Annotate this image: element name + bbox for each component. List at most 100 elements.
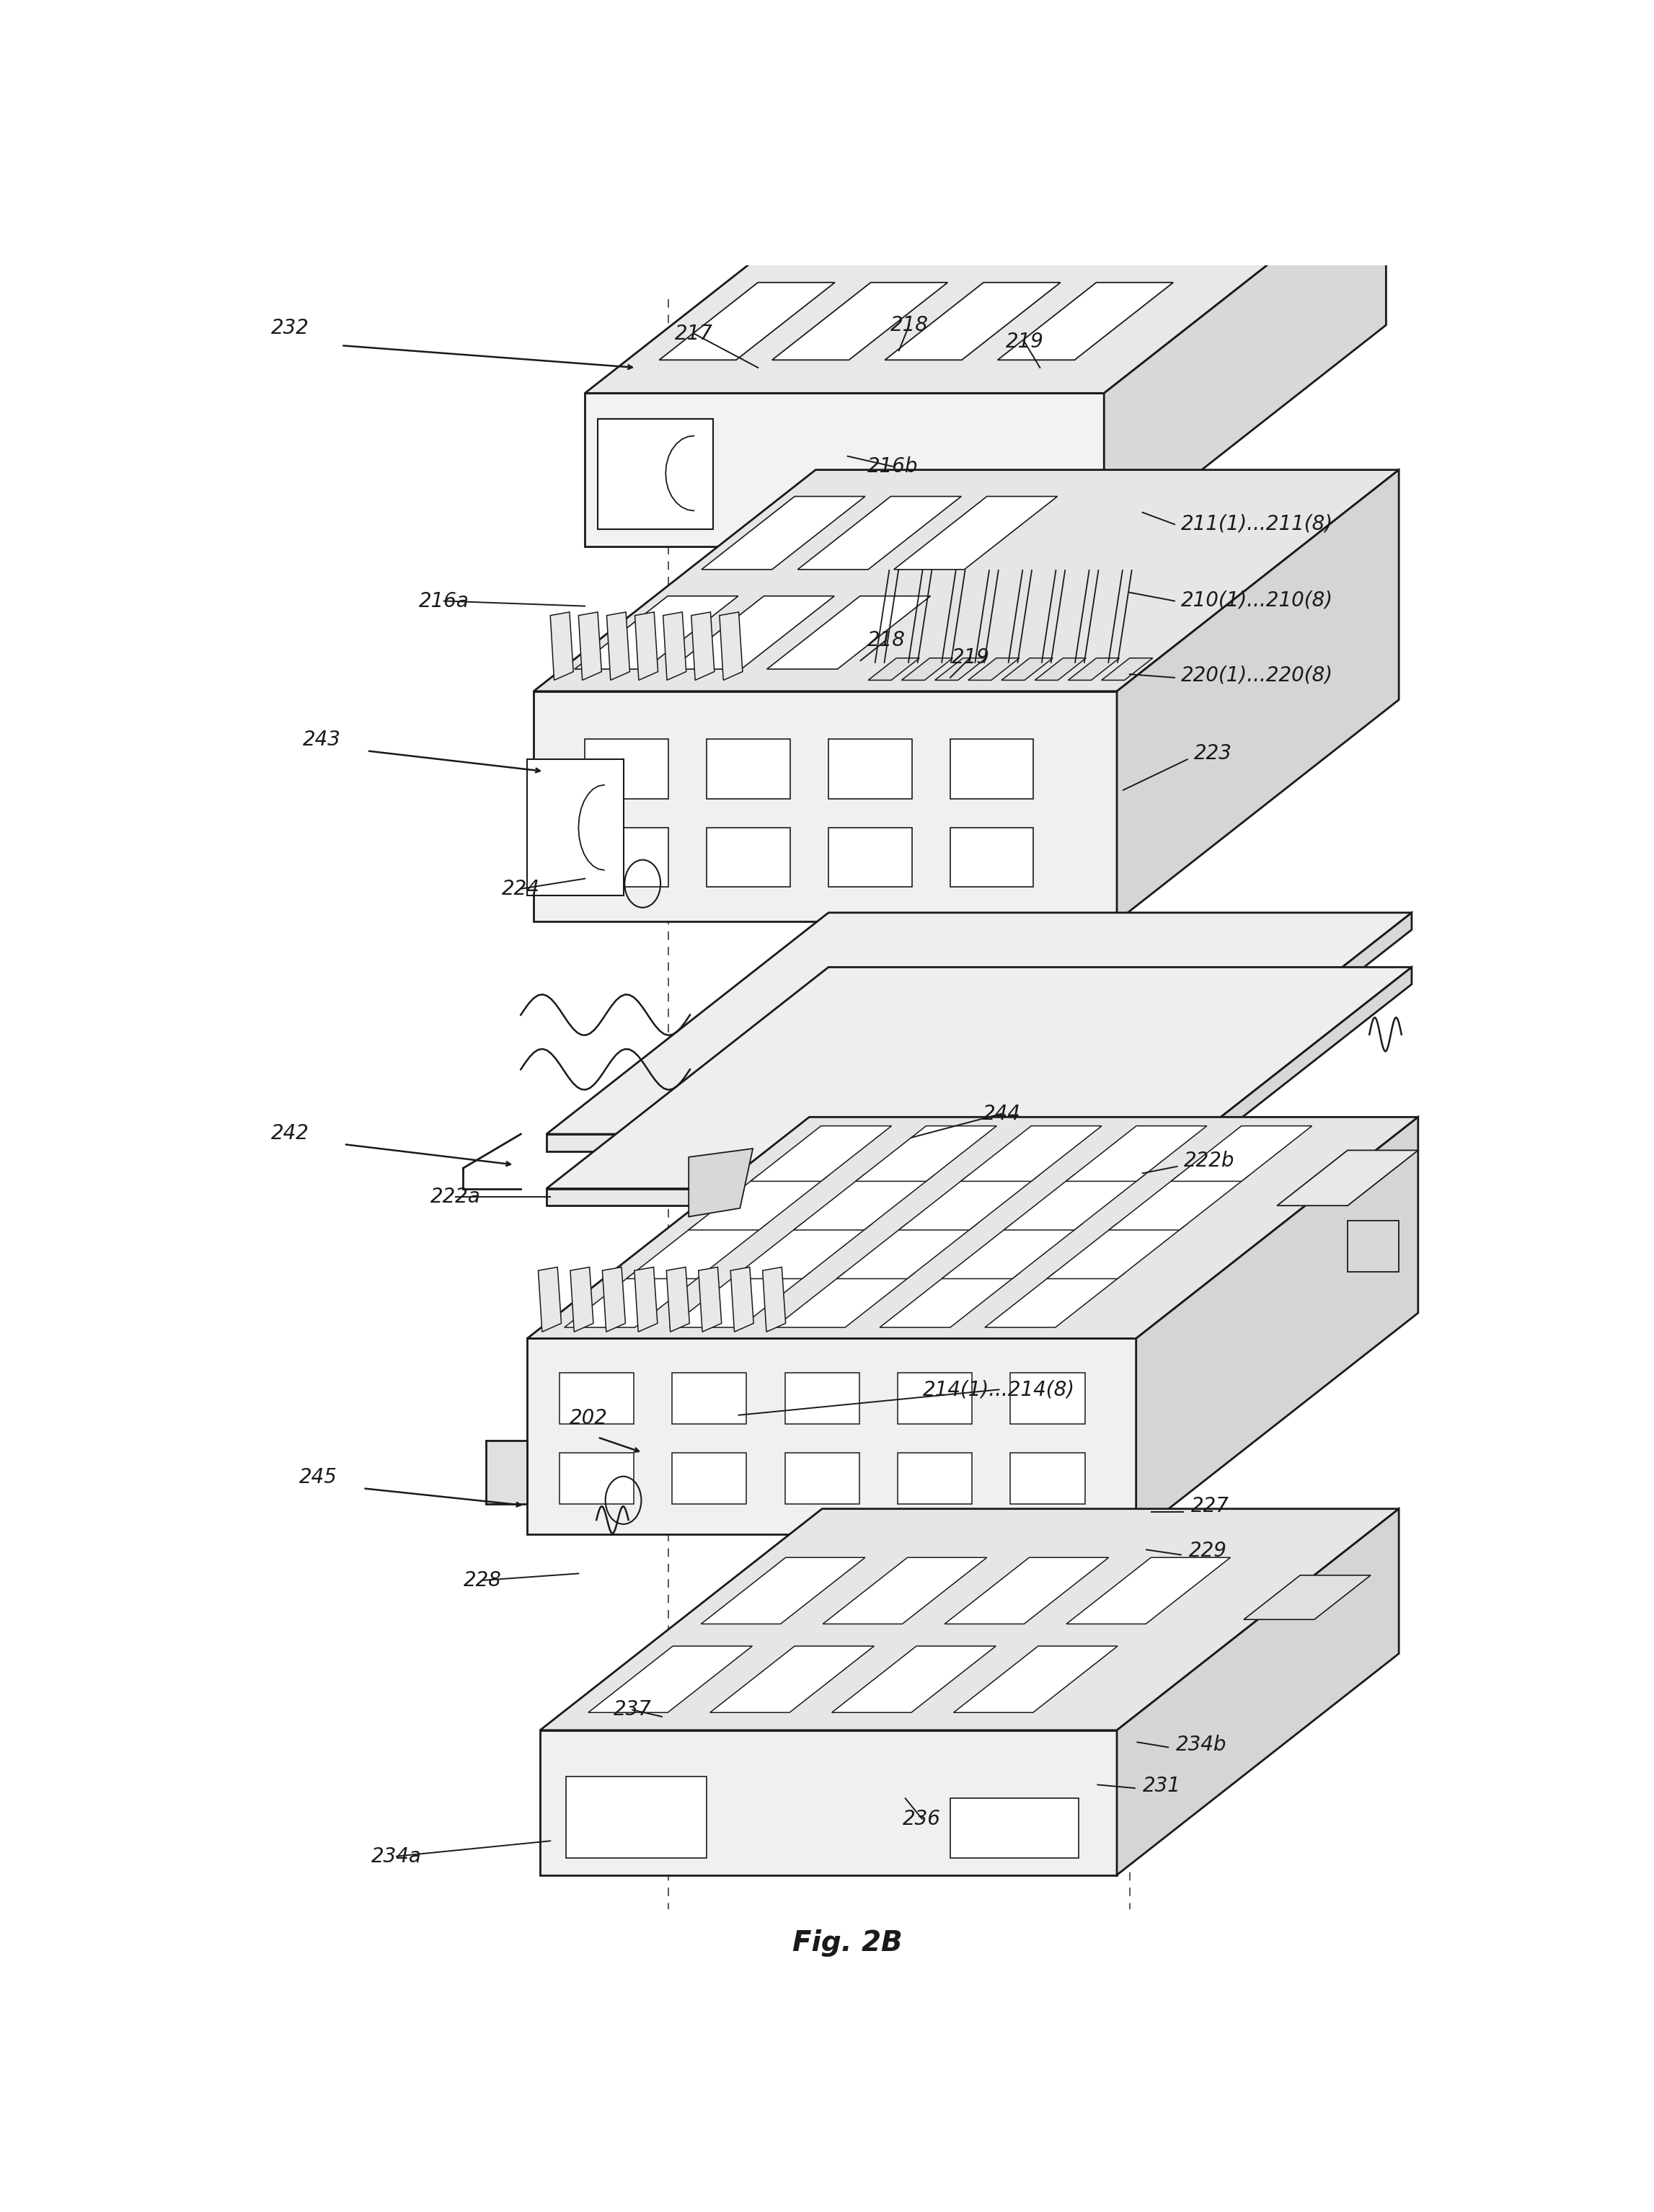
Polygon shape xyxy=(710,1646,873,1712)
Text: 219: 219 xyxy=(951,648,989,668)
Polygon shape xyxy=(534,690,1116,920)
Polygon shape xyxy=(546,1188,1130,1206)
Text: 237: 237 xyxy=(614,1699,652,1721)
Polygon shape xyxy=(893,495,1057,568)
Polygon shape xyxy=(607,613,630,679)
Polygon shape xyxy=(898,1175,1040,1230)
Text: Fig. 2B: Fig. 2B xyxy=(792,1929,903,1958)
Polygon shape xyxy=(688,1148,753,1217)
Text: 216b: 216b xyxy=(867,456,918,476)
Polygon shape xyxy=(698,1267,721,1332)
Polygon shape xyxy=(822,1557,987,1624)
Polygon shape xyxy=(538,1267,561,1332)
Polygon shape xyxy=(1108,1175,1250,1230)
Text: 236: 236 xyxy=(903,1809,941,1829)
Polygon shape xyxy=(1125,184,1300,261)
Polygon shape xyxy=(635,1267,657,1332)
Text: 227: 227 xyxy=(1191,1495,1229,1517)
Polygon shape xyxy=(855,1126,997,1181)
Polygon shape xyxy=(672,1371,746,1425)
Text: 242: 242 xyxy=(271,1124,309,1144)
Polygon shape xyxy=(1348,1221,1399,1272)
Polygon shape xyxy=(961,1126,1102,1181)
Polygon shape xyxy=(528,759,624,896)
Polygon shape xyxy=(868,657,920,679)
Text: 228: 228 xyxy=(463,1571,501,1590)
Polygon shape xyxy=(586,173,1386,394)
Text: 214(1)...214(8): 214(1)...214(8) xyxy=(923,1380,1075,1400)
Text: 231: 231 xyxy=(1143,1776,1181,1796)
Polygon shape xyxy=(546,1135,1130,1150)
Polygon shape xyxy=(751,1126,892,1181)
Polygon shape xyxy=(1068,657,1120,679)
Text: 217: 217 xyxy=(675,323,713,343)
Polygon shape xyxy=(1004,1175,1145,1230)
Polygon shape xyxy=(1102,657,1153,679)
Text: 244: 244 xyxy=(982,1104,1021,1124)
Polygon shape xyxy=(701,495,865,568)
Polygon shape xyxy=(539,1509,1399,1730)
Polygon shape xyxy=(559,1371,633,1425)
Polygon shape xyxy=(1067,1557,1231,1624)
Polygon shape xyxy=(627,1223,767,1279)
Text: 220(1)...220(8): 220(1)...220(8) xyxy=(1181,666,1333,686)
Polygon shape xyxy=(901,657,953,679)
Polygon shape xyxy=(551,613,574,679)
Polygon shape xyxy=(528,1338,1136,1535)
Polygon shape xyxy=(701,1557,865,1624)
Polygon shape xyxy=(1011,1453,1085,1504)
Text: 218: 218 xyxy=(890,314,928,336)
Polygon shape xyxy=(944,1557,1108,1624)
Polygon shape xyxy=(597,418,713,529)
Polygon shape xyxy=(534,469,1399,690)
Polygon shape xyxy=(767,595,931,668)
Polygon shape xyxy=(954,1646,1118,1712)
Polygon shape xyxy=(635,613,658,679)
Text: 222b: 222b xyxy=(1184,1150,1234,1170)
Polygon shape xyxy=(571,1267,594,1332)
Polygon shape xyxy=(786,184,961,261)
Text: 223: 223 xyxy=(1194,743,1232,763)
Polygon shape xyxy=(586,739,668,799)
Polygon shape xyxy=(1244,1575,1371,1619)
Text: 222a: 222a xyxy=(430,1188,481,1208)
Polygon shape xyxy=(898,184,1075,261)
Polygon shape xyxy=(997,283,1173,361)
Polygon shape xyxy=(935,657,986,679)
Polygon shape xyxy=(663,613,686,679)
Text: 224: 224 xyxy=(501,878,539,898)
Text: 245: 245 xyxy=(299,1467,337,1489)
Polygon shape xyxy=(949,1798,1078,1858)
Polygon shape xyxy=(672,1453,746,1504)
Polygon shape xyxy=(586,394,1105,546)
Polygon shape xyxy=(898,1371,973,1425)
Polygon shape xyxy=(984,1272,1126,1327)
Polygon shape xyxy=(1116,1509,1399,1876)
Text: 243: 243 xyxy=(303,730,341,750)
Text: 232: 232 xyxy=(271,319,309,338)
Polygon shape xyxy=(1136,1117,1417,1535)
Polygon shape xyxy=(898,1453,973,1504)
Polygon shape xyxy=(670,1272,810,1327)
Polygon shape xyxy=(762,1267,786,1332)
Text: 229: 229 xyxy=(1189,1540,1227,1562)
Polygon shape xyxy=(719,613,743,679)
Polygon shape xyxy=(546,914,1411,1135)
Polygon shape xyxy=(1065,1126,1207,1181)
Polygon shape xyxy=(1171,1126,1312,1181)
Text: 219: 219 xyxy=(1006,332,1044,352)
Polygon shape xyxy=(1277,1150,1417,1206)
Polygon shape xyxy=(880,1272,1021,1327)
Polygon shape xyxy=(1035,657,1087,679)
Text: 218: 218 xyxy=(867,630,905,650)
Polygon shape xyxy=(602,1267,625,1332)
Polygon shape xyxy=(731,1267,754,1332)
Polygon shape xyxy=(706,827,791,887)
Polygon shape xyxy=(486,1440,528,1504)
Polygon shape xyxy=(586,827,668,887)
Polygon shape xyxy=(539,1730,1116,1876)
Polygon shape xyxy=(691,613,715,679)
Polygon shape xyxy=(574,595,738,668)
Polygon shape xyxy=(1105,173,1386,546)
Polygon shape xyxy=(579,613,602,679)
